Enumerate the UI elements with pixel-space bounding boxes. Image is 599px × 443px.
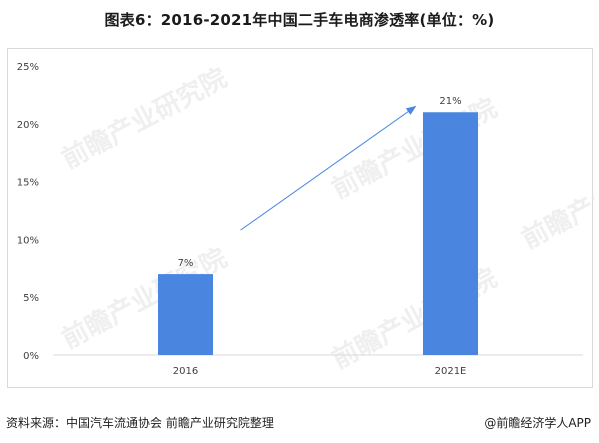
data-label: 21% <box>439 96 461 107</box>
y-tick-label: 10% <box>17 235 39 246</box>
watermark-text: 前瞻产业研究院 <box>517 142 594 255</box>
y-tick-label: 15% <box>17 178 39 189</box>
x-tick-label: 2021E <box>435 366 467 377</box>
x-tick-label: 2016 <box>173 366 198 377</box>
chart-title: 图表6：2016-2021年中国二手车电商渗透率(单位：%) <box>104 11 495 29</box>
watermark-text: 前瞻产业研究院 <box>57 62 232 175</box>
source-note: 资料来源：中国汽车流通协会 前瞻产业研究院整理 <box>6 416 274 430</box>
y-tick-label: 25% <box>17 62 39 73</box>
bar-2016 <box>158 274 213 355</box>
bar-2021E <box>423 112 478 355</box>
chart-frame: 前瞻产业研究院 前瞻产业研究院 前瞻产业研究院 前瞻产业研究院 前瞻产业研究院 0% 5% 1… <box>7 48 594 388</box>
y-tick-label: 20% <box>17 120 39 131</box>
trend-arrow <box>240 105 417 231</box>
credit-note: @前瞻经济学人APP <box>484 416 591 430</box>
data-label: 7% <box>178 258 194 269</box>
y-tick-label: 5% <box>23 293 39 304</box>
y-tick-label: 0% <box>23 351 39 362</box>
